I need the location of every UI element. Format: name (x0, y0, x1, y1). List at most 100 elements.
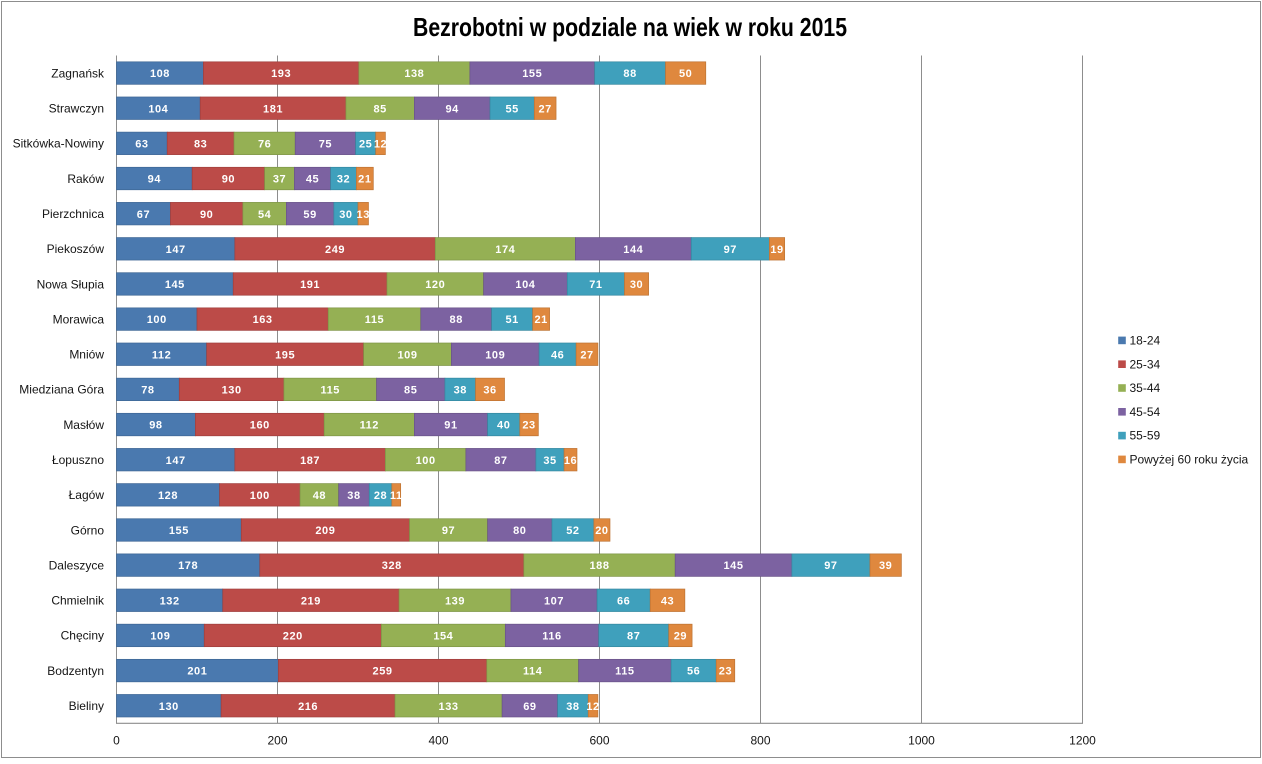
svg-text:48: 48 (313, 490, 326, 502)
svg-text:29: 29 (674, 631, 687, 643)
svg-text:219: 219 (301, 595, 321, 607)
svg-text:114: 114 (523, 666, 543, 678)
svg-text:Sitkówka-Nowiny: Sitkówka-Nowiny (13, 137, 104, 151)
svg-text:94: 94 (446, 103, 460, 115)
svg-text:155: 155 (522, 68, 542, 80)
svg-text:145: 145 (724, 560, 744, 572)
svg-text:94: 94 (148, 174, 162, 186)
svg-text:1200: 1200 (1069, 734, 1096, 748)
svg-text:21: 21 (534, 314, 547, 326)
svg-text:138: 138 (404, 68, 424, 80)
svg-text:97: 97 (724, 244, 737, 256)
svg-text:85: 85 (373, 103, 386, 115)
svg-text:Bodzentyn: Bodzentyn (47, 664, 104, 678)
svg-text:45-54: 45-54 (1130, 405, 1161, 419)
svg-text:Pierzchnica: Pierzchnica (42, 207, 104, 221)
svg-text:36: 36 (483, 385, 496, 397)
svg-text:40: 40 (497, 420, 510, 432)
svg-text:30: 30 (630, 279, 643, 291)
svg-text:11: 11 (390, 490, 403, 502)
svg-text:13: 13 (357, 209, 370, 221)
svg-text:178: 178 (178, 560, 198, 572)
svg-text:Daleszyce: Daleszyce (49, 558, 105, 572)
svg-text:32: 32 (337, 174, 350, 186)
svg-text:16: 16 (564, 455, 577, 467)
svg-text:91: 91 (444, 420, 457, 432)
svg-text:104: 104 (148, 103, 168, 115)
svg-text:51: 51 (505, 314, 518, 326)
svg-text:259: 259 (373, 666, 393, 678)
svg-text:55-59: 55-59 (1130, 429, 1161, 443)
svg-text:115: 115 (321, 385, 340, 397)
svg-text:75: 75 (319, 138, 332, 150)
svg-text:Chmielnik: Chmielnik (51, 594, 105, 608)
svg-text:201: 201 (187, 666, 207, 678)
svg-text:115: 115 (365, 314, 384, 326)
svg-text:Morawica: Morawica (53, 312, 105, 326)
svg-text:181: 181 (263, 103, 283, 115)
svg-text:144: 144 (623, 244, 643, 256)
svg-text:69: 69 (523, 701, 536, 713)
svg-text:35-44: 35-44 (1130, 381, 1161, 395)
svg-text:195: 195 (275, 349, 295, 361)
svg-text:154: 154 (433, 631, 453, 643)
svg-text:Powyżej 60 roku życia: Powyżej 60 roku życia (1130, 453, 1249, 467)
svg-text:43: 43 (661, 595, 674, 607)
svg-text:20: 20 (595, 525, 608, 537)
svg-text:38: 38 (566, 701, 579, 713)
svg-text:100: 100 (147, 314, 167, 326)
svg-text:90: 90 (222, 174, 235, 186)
svg-text:97: 97 (442, 525, 455, 537)
svg-text:23: 23 (719, 666, 732, 678)
svg-text:120: 120 (425, 279, 445, 291)
svg-text:800: 800 (750, 734, 770, 748)
svg-text:130: 130 (222, 385, 242, 397)
svg-text:38: 38 (347, 490, 360, 502)
svg-text:328: 328 (382, 560, 402, 572)
svg-text:160: 160 (250, 420, 270, 432)
svg-text:88: 88 (623, 68, 636, 80)
svg-text:200: 200 (267, 734, 287, 748)
svg-text:187: 187 (300, 455, 320, 467)
svg-text:85: 85 (404, 385, 417, 397)
svg-text:87: 87 (494, 455, 507, 467)
svg-text:100: 100 (250, 490, 270, 502)
svg-text:Chęciny: Chęciny (61, 629, 104, 643)
svg-text:163: 163 (253, 314, 273, 326)
svg-text:Zagnańsk: Zagnańsk (51, 66, 105, 80)
svg-text:174: 174 (495, 244, 515, 256)
svg-text:155: 155 (169, 525, 189, 537)
svg-text:128: 128 (158, 490, 178, 502)
svg-text:109: 109 (485, 349, 505, 361)
svg-text:12: 12 (374, 138, 387, 150)
svg-text:400: 400 (428, 734, 448, 748)
svg-text:109: 109 (150, 631, 170, 643)
svg-text:600: 600 (589, 734, 609, 748)
svg-text:130: 130 (159, 701, 179, 713)
svg-text:39: 39 (879, 560, 892, 572)
svg-text:112: 112 (360, 420, 379, 432)
svg-text:52: 52 (566, 525, 579, 537)
svg-text:116: 116 (542, 631, 561, 643)
svg-text:Raków: Raków (67, 172, 104, 186)
svg-text:216: 216 (298, 701, 318, 713)
svg-text:80: 80 (513, 525, 526, 537)
svg-text:25-34: 25-34 (1130, 357, 1161, 371)
svg-text:50: 50 (679, 68, 692, 80)
svg-text:109: 109 (398, 349, 418, 361)
svg-text:104: 104 (515, 279, 535, 291)
svg-text:Mniów: Mniów (69, 348, 104, 362)
svg-text:63: 63 (135, 138, 148, 150)
svg-text:25: 25 (359, 138, 372, 150)
svg-text:18-24: 18-24 (1130, 334, 1161, 348)
svg-text:23: 23 (522, 420, 535, 432)
svg-text:76: 76 (258, 138, 271, 150)
svg-text:67: 67 (137, 209, 150, 221)
svg-text:Bezrobotni w podziale na wiek: Bezrobotni w podziale na wiek w roku 201… (413, 12, 847, 42)
svg-text:100: 100 (416, 455, 436, 467)
svg-text:19: 19 (770, 244, 783, 256)
svg-text:193: 193 (271, 68, 291, 80)
svg-text:35: 35 (543, 455, 556, 467)
svg-text:12: 12 (586, 701, 599, 713)
svg-text:55: 55 (505, 103, 518, 115)
